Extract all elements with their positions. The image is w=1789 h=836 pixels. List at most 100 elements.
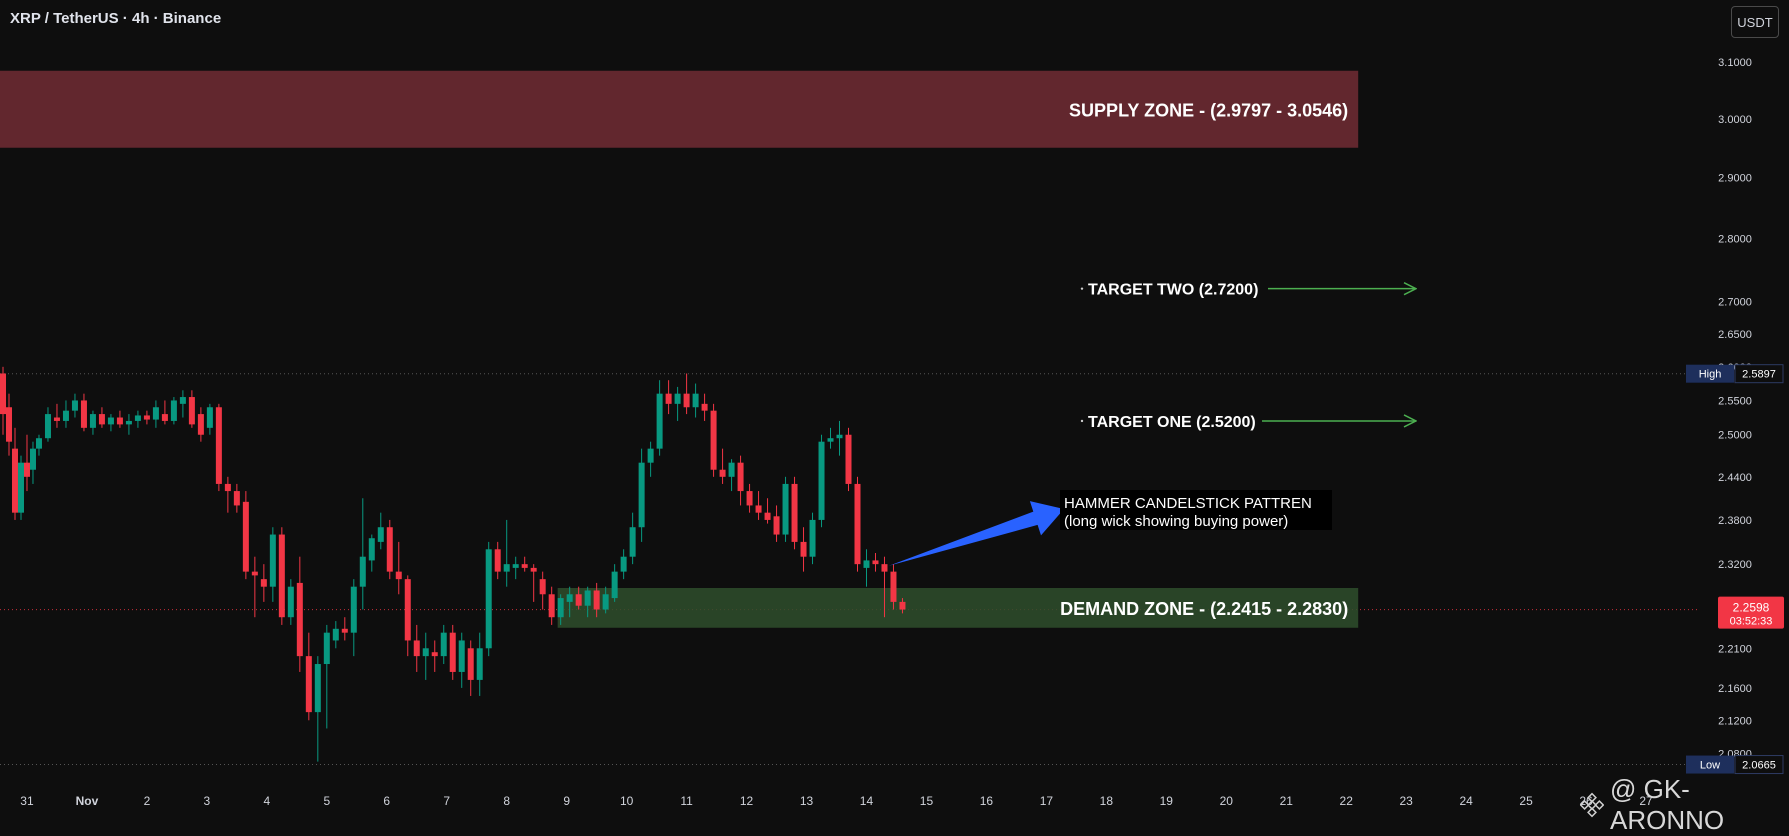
candle — [377, 512, 384, 550]
candle — [899, 598, 906, 614]
current-price-value: 2.2598 — [1733, 601, 1770, 615]
candle-body — [602, 594, 609, 610]
candle — [872, 552, 879, 572]
candle — [350, 579, 357, 657]
candle — [224, 476, 231, 513]
x-tick-label: 5 — [323, 794, 330, 808]
candle — [44, 407, 51, 442]
candle-body — [395, 571, 402, 580]
candle-body — [188, 397, 195, 425]
candle-body — [116, 417, 123, 425]
candle-body — [512, 564, 519, 568]
y-tick-label: 2.9000 — [1718, 173, 1752, 185]
candle-body — [278, 534, 285, 618]
candle-body — [755, 505, 762, 513]
candle — [611, 564, 618, 602]
candle — [773, 505, 780, 542]
x-tick-label: 20 — [1220, 794, 1234, 808]
candle — [11, 427, 18, 520]
y-tick-label: 2.6500 — [1718, 329, 1752, 341]
candle-body — [683, 393, 690, 408]
candle-body — [62, 410, 69, 421]
candle — [566, 586, 573, 618]
candle-body — [11, 448, 18, 513]
candle — [683, 373, 690, 415]
y-tick-label: 3.0000 — [1718, 114, 1752, 126]
candle-body — [53, 417, 60, 421]
symbol-title[interactable]: XRP / TetherUS · 4h · Binance — [10, 10, 222, 27]
candle-body — [809, 519, 816, 557]
candle-body — [611, 571, 618, 599]
candle — [548, 586, 555, 625]
candle — [296, 556, 303, 672]
current-price-badge — [1718, 596, 1784, 629]
candle-body — [215, 407, 222, 484]
candle — [521, 556, 528, 572]
candle-body — [242, 501, 249, 572]
candle-body — [377, 527, 384, 542]
candle-body — [800, 541, 807, 557]
candle — [170, 397, 177, 425]
chart-canvas[interactable]: SUPPLY ZONE - (2.9797 - 3.0546) DEMAND ZO… — [0, 0, 1789, 817]
candle — [746, 483, 753, 513]
candle — [647, 441, 654, 477]
candle-body — [170, 400, 177, 421]
candle-body — [539, 579, 546, 595]
candle — [791, 476, 798, 550]
candle — [782, 476, 789, 542]
demand-zone — [557, 587, 1359, 628]
candle-body — [422, 648, 429, 657]
candle — [881, 556, 888, 618]
target-dot — [1080, 287, 1084, 290]
candle — [665, 380, 672, 415]
annotation-line1: HAMMER CANDELSTICK PATTREN — [1064, 495, 1312, 512]
candle-body — [350, 586, 357, 633]
candle-body — [269, 534, 276, 587]
target-two-label: TARGET TWO (2.7200) — [1088, 282, 1258, 299]
candle-body — [485, 549, 492, 649]
candle — [737, 455, 744, 506]
x-tick-label: 10 — [620, 794, 634, 808]
candle-body — [341, 628, 348, 633]
low-value-tag — [1734, 755, 1784, 775]
candle-body — [29, 448, 36, 470]
x-tick-label: 24 — [1459, 794, 1473, 808]
y-tick-label: 2.1200 — [1718, 715, 1752, 727]
candle-body — [197, 414, 204, 435]
candle-body — [791, 483, 798, 542]
candle — [530, 564, 537, 602]
candle-body — [44, 414, 51, 439]
x-tick-label: 27 — [1639, 794, 1653, 808]
candle — [692, 383, 699, 418]
candle — [368, 534, 375, 572]
x-tick-label: 13 — [800, 794, 814, 808]
x-tick-label: 7 — [443, 794, 450, 808]
candle — [116, 410, 123, 428]
y-tick-label: 2.3800 — [1718, 515, 1752, 527]
high-label: High — [1699, 369, 1722, 381]
candle-body — [719, 469, 726, 477]
y-tick-label: 2.5500 — [1718, 395, 1752, 407]
candle-body — [17, 462, 24, 513]
candle — [269, 527, 276, 602]
candle-body — [368, 538, 375, 561]
y-tick-label: 2.1600 — [1718, 683, 1752, 695]
binance-logo-icon — [1580, 792, 1604, 818]
candle — [179, 390, 186, 418]
candle — [818, 434, 825, 528]
candle-body — [674, 393, 681, 404]
candle — [395, 541, 402, 595]
candle-body — [152, 407, 159, 420]
candle — [755, 491, 762, 520]
watermark: @ GK-ARONNO — [1580, 774, 1789, 836]
candle — [440, 624, 447, 665]
candle-body — [431, 652, 438, 657]
candle — [23, 434, 30, 492]
annotations-layer: TARGET TWO (2.7200) TARGET ONE (2.5200) HA… — [888, 282, 1417, 566]
currency-button[interactable]: USDT — [1731, 6, 1779, 38]
candle — [539, 571, 546, 610]
x-tick-label: 23 — [1399, 794, 1413, 808]
x-tick-label: 2 — [144, 794, 151, 808]
candle — [620, 549, 627, 580]
candle — [98, 407, 105, 428]
